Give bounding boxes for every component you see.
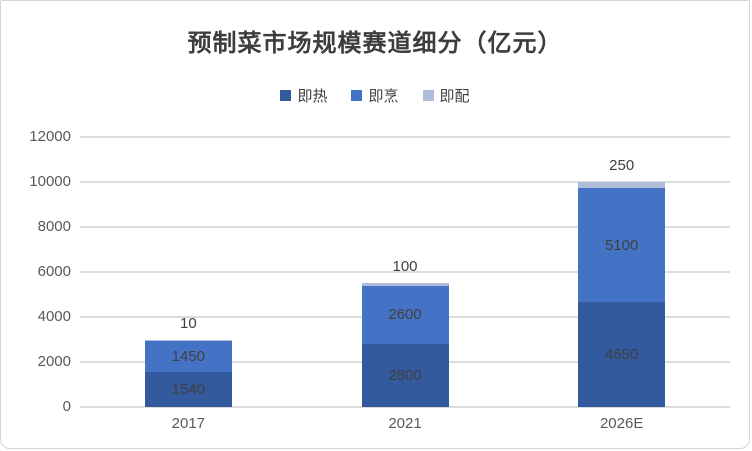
bar-value-label-2026E-即热: 4650 [604,346,639,364]
legend-label: 即配 [439,88,470,105]
legend: 即热 即烹 即配 [1,85,749,106]
x-axis-tick-label-2021: 2021 [388,415,422,432]
bar-value-label-2021-即烹: 2600 [388,306,422,324]
y-axis-tick-label: 12000 [29,128,71,145]
gridline-6000 [80,271,730,273]
bar-value-label-2021-即热: 2800 [388,367,422,384]
bar-value-label-2017-即热: 1540 [171,381,206,399]
legend-item-即热: 即热 [280,85,327,106]
bar-segment-2026E-即热 [578,302,666,407]
legend-swatch-icon [422,90,434,101]
legend-swatch-icon [351,90,363,101]
bar-segment-2021-即热 [361,344,449,407]
legend-swatch-icon [280,90,292,101]
y-axis-tick-label: 8000 [37,218,71,235]
gridline-12000 [80,136,730,138]
legend-label: 即热 [297,88,328,105]
y-axis-tick-label: 6000 [37,263,71,280]
bar-segment-2017-即烹 [144,339,232,373]
bar-segment-2021-即配 [361,283,449,286]
legend-label: 即烹 [368,88,399,105]
bar-top-label-2021-即配: 100 [392,258,418,276]
y-axis-tick-label: 0 [62,398,71,415]
bar-value-label-2017-即烹: 1450 [171,347,206,365]
bar-segment-2026E-即烹 [578,187,666,303]
x-axis-tick-label-2026E: 2026E [599,415,644,432]
bar-segment-2017-即热 [144,372,232,407]
legend-item-即配: 即配 [422,85,470,106]
chart-title: 预制菜市场规模赛道细分（亿元） [187,28,563,57]
y-axis-tick-label: 2000 [37,353,71,370]
y-axis-tick-label: 10000 [29,173,71,190]
bar-segment-2026E-即配 [578,182,666,188]
gridline-0 [80,406,730,408]
y-axis-tick-label: 4000 [37,308,71,325]
bar-top-label-2026E-即配: 250 [609,157,635,174]
x-axis-tick-label-2017: 2017 [171,415,206,432]
bar-segment-2021-即烹 [361,285,449,344]
bar-top-label-2017-即配: 10 [179,314,197,332]
legend-item-即烹: 即烹 [351,85,399,106]
gridline-10000 [80,181,730,183]
bar-value-label-2026E-即烹: 5100 [604,236,639,254]
gridline-8000 [80,226,730,228]
